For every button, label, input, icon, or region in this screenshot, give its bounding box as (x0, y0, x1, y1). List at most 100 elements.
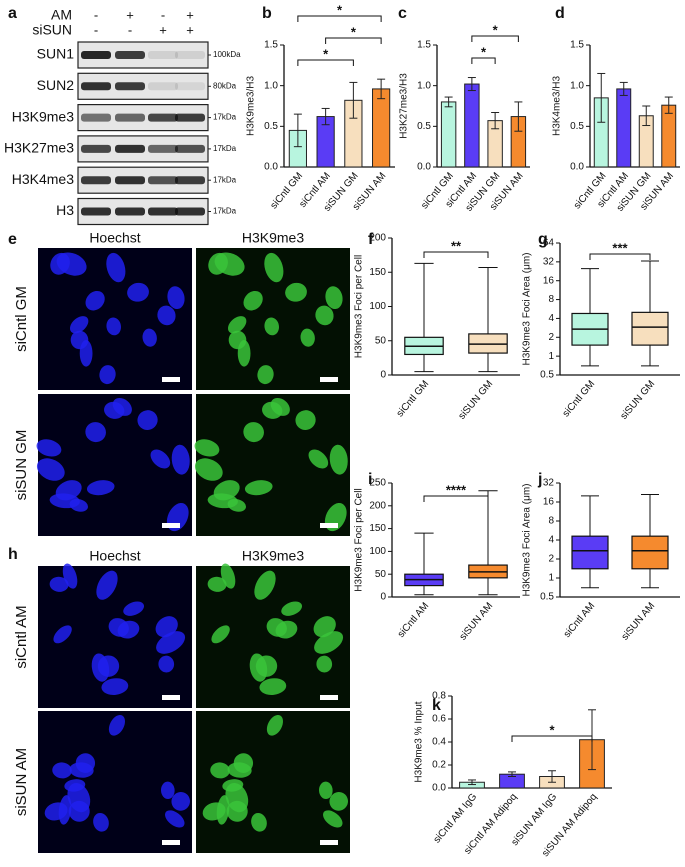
nucleus (108, 714, 125, 736)
nucleus (300, 328, 315, 347)
y-tick-label: 0 (380, 592, 386, 603)
y-tick-label: 1.0 (417, 80, 431, 91)
blot-row-label: H3K27me3 (4, 140, 74, 156)
y-tick-label: 0.2 (432, 760, 446, 771)
y-tick-label: 50 (375, 335, 387, 346)
nucleus (49, 576, 69, 592)
blot-row-label: H3K9me3 (12, 108, 74, 124)
nucleus (55, 480, 82, 501)
significance-label: ** (451, 238, 462, 253)
nucleus (257, 365, 274, 385)
bar (440, 101, 457, 168)
image-row-label: siSUN AM (13, 748, 30, 816)
y-tick-label: 1 (548, 351, 554, 362)
blot-band (81, 207, 111, 216)
nucleus (86, 480, 115, 496)
y-tick-label: 150 (369, 267, 386, 278)
nucleus (323, 810, 343, 828)
nucleus (52, 762, 72, 779)
nucleus (171, 792, 190, 811)
significance-label: *** (612, 240, 628, 255)
y-tick-label: 1.5 (264, 40, 278, 51)
nucleus (93, 812, 109, 832)
y-tick-label: 0.0 (417, 162, 431, 173)
nucleus (106, 317, 121, 336)
y-axis-label: H3K9me3 Foci Area (μm) (522, 483, 533, 596)
y-axis-label: H3K4me3/H3 (552, 76, 563, 136)
blot-band (175, 176, 205, 185)
significance-bracket (423, 251, 489, 258)
nucleus (142, 328, 157, 347)
blot-band (81, 144, 111, 153)
significance-label: * (549, 722, 555, 737)
nucleus (85, 422, 106, 443)
nucleus (101, 678, 129, 695)
y-tick-label: 200 (369, 233, 386, 244)
scale-bar (162, 840, 180, 845)
y-tick-label: 64 (543, 238, 555, 249)
nucleus (329, 444, 348, 475)
blot-band (115, 207, 145, 216)
y-tick-label: 32 (543, 478, 555, 489)
blot-band (175, 82, 205, 91)
nucleus (167, 286, 185, 310)
panel-label: c (398, 5, 407, 22)
y-tick-label: 4 (548, 535, 554, 546)
blot-band (175, 144, 205, 153)
blot-band (115, 144, 145, 153)
nucleus (69, 498, 88, 512)
significance-bracket (471, 57, 496, 64)
y-tick-label: 1.5 (570, 40, 584, 51)
nucleus (281, 601, 303, 616)
nucleus (244, 480, 273, 496)
nucleus (216, 795, 230, 825)
significance-bracket (423, 495, 489, 502)
nucleus (329, 792, 348, 811)
nucleus (165, 810, 185, 828)
blot-band (175, 113, 205, 122)
nucleus (213, 480, 240, 501)
nucleus (295, 410, 316, 430)
y-tick-label: 0 (380, 370, 386, 381)
nucleus (266, 618, 287, 637)
box (571, 535, 609, 570)
x-tick-label: siCntl AM (396, 601, 432, 640)
blot-size: 17kDa (213, 207, 237, 216)
y-tick-label: 16 (543, 497, 555, 508)
nucleus (325, 286, 343, 310)
significance-bracket (297, 59, 354, 66)
nucleus (36, 458, 65, 481)
nucleus (210, 762, 230, 779)
blot-band (115, 176, 145, 185)
blot-row-label: SUN2 (37, 77, 75, 93)
nucleus (315, 305, 334, 326)
nucleus (225, 783, 249, 813)
nucleus (106, 252, 126, 283)
blot-size: 17kDa (213, 113, 237, 122)
scale-bar (162, 523, 180, 528)
nucleus (75, 753, 96, 773)
lane-sign: - (161, 7, 165, 22)
y-tick-label: 1.5 (417, 40, 431, 51)
significance-bracket (325, 37, 382, 44)
x-tick-label: siCntl GM (395, 379, 432, 420)
scale-bar (162, 377, 180, 382)
y-tick-label: 200 (369, 500, 386, 511)
significance-bracket (589, 253, 651, 260)
y-tick-label: 0.5 (540, 592, 554, 603)
blot-band (175, 51, 205, 59)
significance-bracket (511, 735, 593, 742)
nucleus (53, 625, 72, 644)
scale-bar (320, 523, 338, 528)
nucleus (194, 439, 220, 457)
bar (372, 88, 391, 168)
nucleus (70, 330, 89, 350)
lane-sign: + (186, 22, 194, 37)
image-row-label: siCntl GM (13, 286, 30, 352)
nucleus (249, 653, 268, 682)
blot-band (115, 113, 145, 122)
blot-row-label: SUN1 (37, 46, 75, 62)
nucleus (171, 444, 190, 475)
blot-band (148, 144, 178, 153)
y-axis-label: H3K9me3 % Input (414, 701, 425, 782)
